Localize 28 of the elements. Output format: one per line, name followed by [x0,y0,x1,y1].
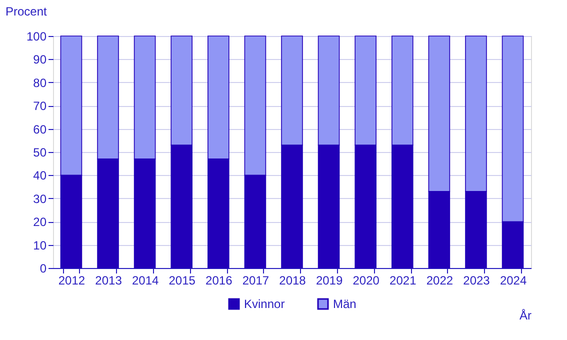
y-tick-label: 20 [33,215,47,230]
x-tick-label: 2015 [168,274,196,288]
x-tick-label: 2019 [316,274,343,288]
y-tick-label: 30 [33,192,47,206]
x-tick-label: 2013 [95,274,122,288]
legend-label: Kvinnor [244,297,285,311]
y-tick-label: 60 [33,122,47,136]
x-tick-label: 2024 [500,274,527,288]
x-tick-label: 2017 [242,274,270,288]
y-tick-label: 70 [33,99,47,114]
y-tick-label: 10 [33,238,47,252]
x-tick-label: 2016 [206,274,233,288]
y-tick-label: 90 [33,52,47,67]
y-axis-title: Procent [6,4,48,18]
y-tick-label: 40 [33,168,47,183]
x-tick-label: 2021 [390,274,417,288]
y-tick-label: 80 [33,76,47,90]
y-tick-label: 100 [26,30,47,44]
x-tick-label: 2023 [463,274,490,288]
x-tick-label: 2022 [426,274,454,288]
y-tick-label: 0 [40,262,47,276]
y-tick-label: 50 [33,146,47,160]
x-tick-label: 2018 [279,274,306,288]
legend-label: Män [333,297,356,311]
x-tick-label: 2014 [132,274,159,288]
x-tick-label: 2012 [58,274,86,288]
x-axis-title: År [520,308,532,322]
x-tick-label: 2020 [352,274,380,288]
